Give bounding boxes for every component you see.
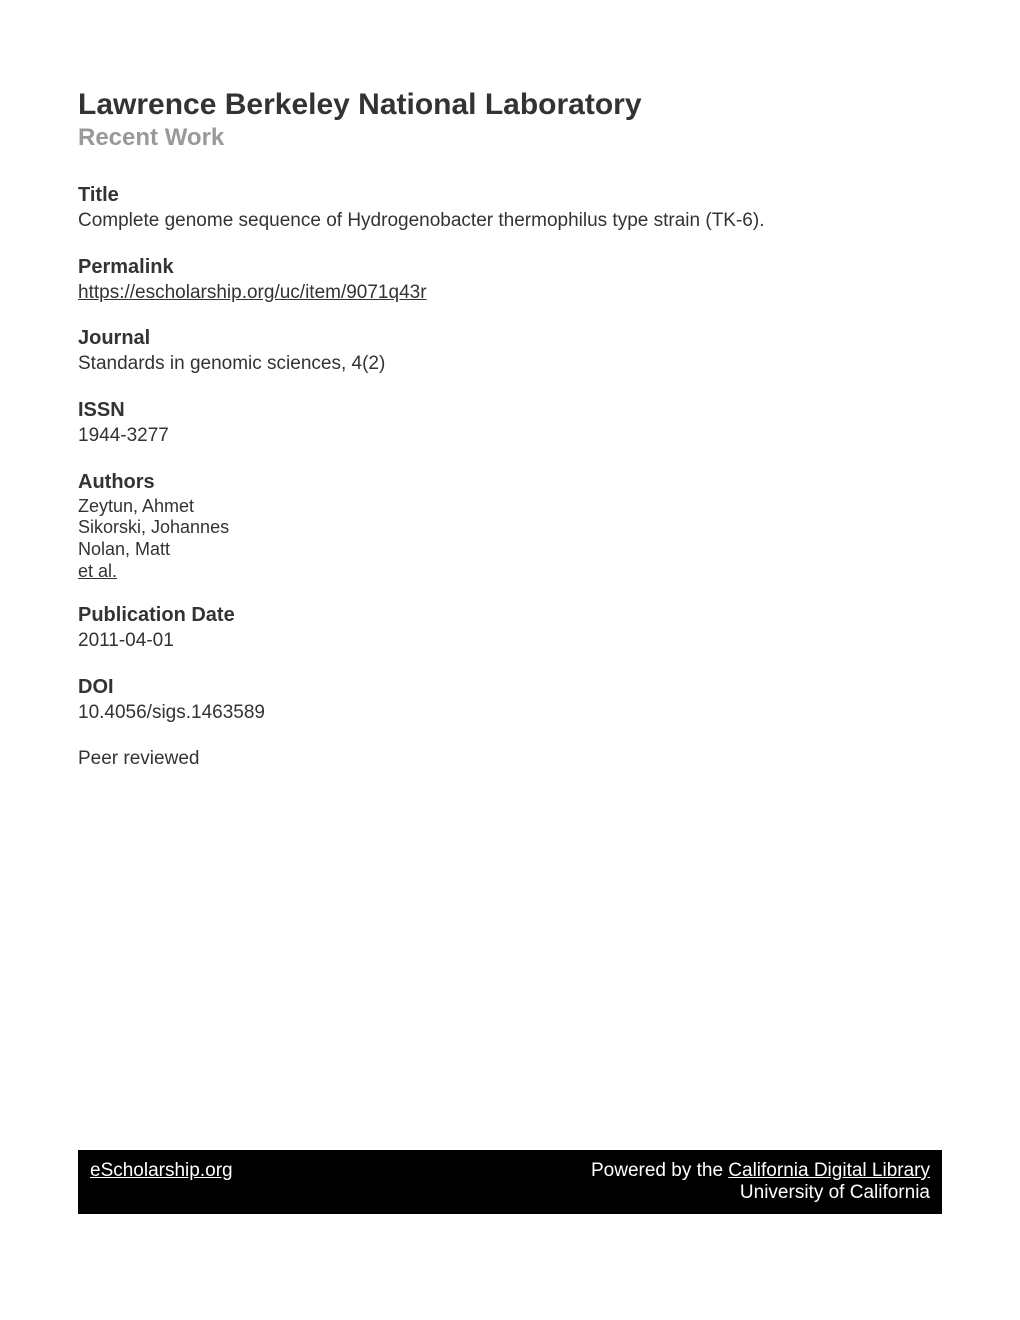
issn-value: 1944-3277 [78,424,942,449]
section-subtitle: Recent Work [78,124,942,152]
authors-section: Authors Zeytun, Ahmet Sikorski, Johannes… [78,471,942,582]
issn-label: ISSN [78,399,942,422]
pubdate-value: 2011-04-01 [78,629,942,654]
doi-label: DOI [78,676,942,699]
footer-powered-line: Powered by the California Digital Librar… [591,1160,930,1182]
doi-value: 10.4056/sigs.1463589 [78,701,942,726]
permalink-label: Permalink [78,256,942,279]
pubdate-section: Publication Date 2011-04-01 [78,604,942,654]
library-link[interactable]: California Digital Library [728,1160,930,1181]
powered-by-text: Powered by the [591,1160,728,1181]
author-item: Nolan, Matt [78,539,942,561]
footer-right: Powered by the California Digital Librar… [591,1160,930,1204]
author-item: Sikorski, Johannes [78,517,942,539]
journal-section: Journal Standards in genomic sciences, 4… [78,327,942,377]
authors-list: Zeytun, Ahmet Sikorski, Johannes Nolan, … [78,496,942,582]
pubdate-label: Publication Date [78,604,942,627]
university-text: University of California [591,1182,930,1204]
issn-section: ISSN 1944-3277 [78,399,942,449]
journal-label: Journal [78,327,942,350]
doi-section: DOI 10.4056/sigs.1463589 [78,676,942,726]
title-section: Title Complete genome sequence of Hydrog… [78,184,942,234]
escholarship-link[interactable]: eScholarship.org [90,1160,233,1182]
title-label: Title [78,184,942,207]
permalink-link[interactable]: https://escholarship.org/uc/item/9071q43… [78,282,427,303]
authors-label: Authors [78,471,942,494]
main-content: Lawrence Berkeley National Laboratory Re… [0,0,1020,770]
title-value: Complete genome sequence of Hydrogenobac… [78,209,942,234]
author-item: Zeytun, Ahmet [78,496,942,518]
journal-value: Standards in genomic sciences, 4(2) [78,352,942,377]
institution-title: Lawrence Berkeley National Laboratory [78,88,942,122]
permalink-value: https://escholarship.org/uc/item/9071q43… [78,281,942,306]
authors-more-link[interactable]: et al. [78,561,117,581]
permalink-section: Permalink https://escholarship.org/uc/it… [78,256,942,306]
page-footer: eScholarship.org Powered by the Californ… [78,1150,942,1214]
peer-reviewed-text: Peer reviewed [78,748,942,770]
